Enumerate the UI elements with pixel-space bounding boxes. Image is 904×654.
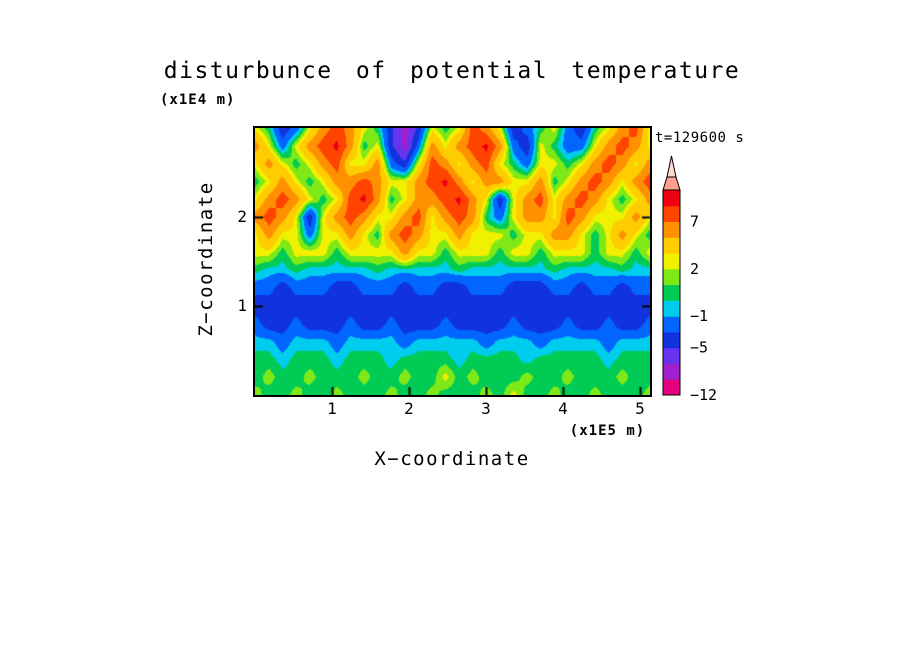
x-axis-unit: (x1E5 m)	[569, 423, 646, 439]
colorbar-segment	[663, 205, 680, 223]
colorbar-segment	[663, 347, 680, 364]
colorbar-segment	[663, 284, 680, 301]
colorbar-segment	[663, 237, 680, 254]
colorbar-segment	[663, 331, 680, 349]
colorbar-arrow-tip	[666, 155, 677, 178]
time-annotation: t=129600 s	[655, 130, 745, 146]
colorbar: 7 2 −1 −5 −12	[662, 155, 717, 404]
x-tick-label: 4	[558, 399, 568, 418]
colorbar-segment	[663, 221, 680, 238]
colorbar-segment	[663, 190, 680, 207]
y-tick-label: 1	[237, 296, 247, 315]
x-axis-label: X−coordinate	[374, 448, 530, 470]
colorbar-label: −5	[690, 339, 708, 357]
plot-frame	[253, 126, 652, 397]
colorbar-segment	[663, 253, 680, 270]
colorbar-label: 2	[690, 260, 699, 278]
y-tick-label: 2	[237, 207, 247, 226]
colorbar-segment	[663, 316, 680, 333]
colorbar-arrow-base	[662, 176, 681, 191]
colorbar-segment	[663, 363, 680, 380]
colorbar-segment	[663, 268, 680, 286]
colorbar-segment	[663, 379, 680, 396]
y-axis-unit: (x1E4 m)	[160, 92, 236, 108]
colorbar-segment	[663, 300, 680, 317]
x-tick-label: 2	[404, 399, 414, 418]
colorbar-label: −1	[690, 307, 708, 325]
x-tick-label: 1	[327, 399, 337, 418]
x-tick-label: 5	[635, 399, 645, 418]
colorbar-label: 7	[690, 213, 699, 231]
chart-title: disturbunce of potential temperature	[163, 58, 741, 84]
contour-field-canvas	[255, 128, 650, 395]
x-tick-label: 3	[481, 399, 491, 418]
y-axis-label: Z−coordinate	[195, 181, 217, 337]
colorbar-label: −12	[690, 386, 717, 404]
